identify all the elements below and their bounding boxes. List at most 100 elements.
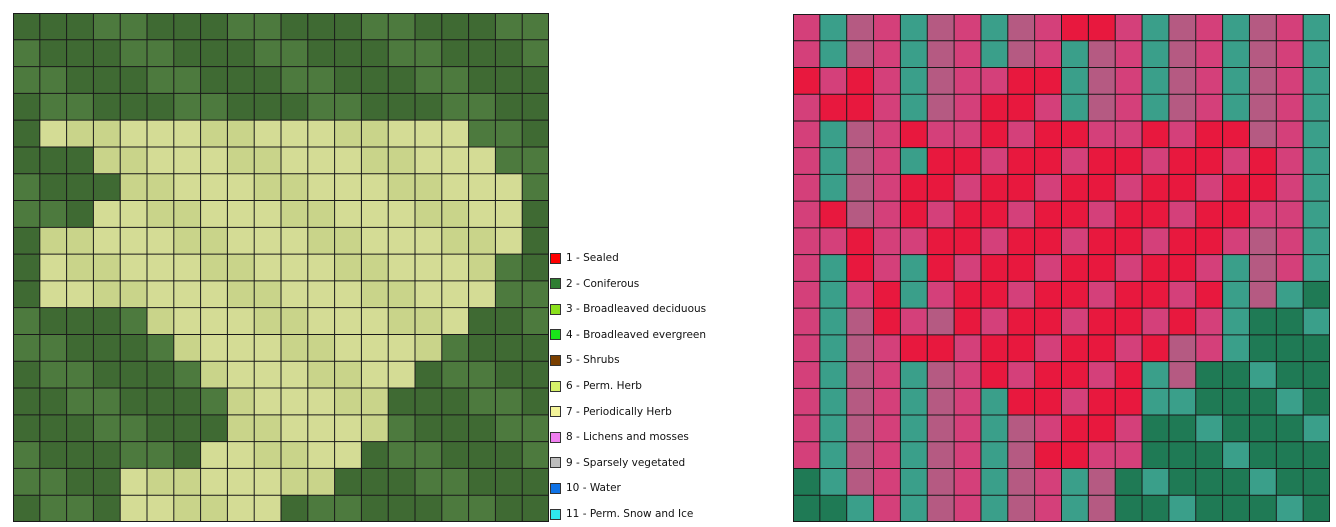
- grid-cell[interactable]: [13, 441, 40, 469]
- grid-cell[interactable]: [39, 334, 67, 362]
- grid-cell[interactable]: [39, 13, 67, 40]
- grid-cell[interactable]: [522, 66, 549, 94]
- grid-cell[interactable]: [361, 200, 389, 228]
- grid-cell[interactable]: [1222, 361, 1250, 389]
- grid-cell[interactable]: [846, 441, 874, 469]
- grid-cell[interactable]: [954, 120, 982, 148]
- grid-cell[interactable]: [819, 495, 847, 522]
- grid-cell[interactable]: [819, 388, 847, 416]
- grid-cell[interactable]: [334, 13, 362, 40]
- grid-cell[interactable]: [1115, 254, 1143, 282]
- grid-cell[interactable]: [495, 39, 523, 67]
- grid-cell[interactable]: [254, 495, 282, 522]
- grid-cell[interactable]: [415, 39, 442, 67]
- grid-cell[interactable]: [334, 146, 362, 174]
- grid-cell[interactable]: [1276, 388, 1304, 416]
- grid-cell[interactable]: [1276, 361, 1304, 389]
- grid-cell[interactable]: [954, 174, 982, 202]
- grid-cell[interactable]: [39, 200, 67, 228]
- grid-cell[interactable]: [13, 307, 40, 335]
- grid-cell[interactable]: [1088, 227, 1116, 255]
- grid-cell[interactable]: [1222, 441, 1250, 469]
- grid-cell[interactable]: [1222, 281, 1250, 309]
- grid-cell[interactable]: [66, 66, 94, 94]
- grid-cell[interactable]: [200, 441, 228, 469]
- grid-cell[interactable]: [819, 441, 847, 469]
- grid-cell[interactable]: [415, 414, 442, 442]
- grid-cell[interactable]: [388, 254, 416, 282]
- grid-cell[interactable]: [1303, 308, 1330, 336]
- grid-cell[interactable]: [793, 201, 820, 229]
- grid-cell[interactable]: [66, 146, 94, 174]
- grid-cell[interactable]: [1222, 174, 1250, 202]
- grid-cell[interactable]: [1142, 67, 1170, 95]
- grid-cell[interactable]: [93, 388, 121, 416]
- grid-cell[interactable]: [1195, 361, 1223, 389]
- grid-cell[interactable]: [954, 415, 982, 443]
- grid-cell[interactable]: [954, 281, 982, 309]
- grid-cell[interactable]: [281, 66, 308, 94]
- grid-cell[interactable]: [927, 227, 955, 255]
- grid-cell[interactable]: [1195, 281, 1223, 309]
- grid-cell[interactable]: [927, 174, 955, 202]
- grid-cell[interactable]: [93, 414, 121, 442]
- grid-cell[interactable]: [980, 120, 1008, 148]
- grid-cell[interactable]: [873, 201, 901, 229]
- grid-cell[interactable]: [1222, 495, 1250, 522]
- grid-cell[interactable]: [307, 280, 335, 308]
- grid-cell[interactable]: [13, 200, 40, 228]
- grid-cell[interactable]: [441, 146, 469, 174]
- grid-cell[interactable]: [900, 441, 928, 469]
- grid-cell[interactable]: [200, 334, 228, 362]
- grid-cell[interactable]: [900, 120, 928, 148]
- grid-cell[interactable]: [13, 334, 40, 362]
- grid-cell[interactable]: [522, 227, 549, 255]
- grid-cell[interactable]: [441, 227, 469, 255]
- grid-cell[interactable]: [468, 388, 496, 416]
- grid-cell[interactable]: [1195, 147, 1223, 175]
- grid-cell[interactable]: [954, 495, 982, 522]
- grid-cell[interactable]: [954, 201, 982, 229]
- grid-cell[interactable]: [1115, 147, 1143, 175]
- grid-cell[interactable]: [361, 361, 389, 389]
- grid-cell[interactable]: [39, 39, 67, 67]
- grid-cell[interactable]: [120, 39, 148, 67]
- grid-cell[interactable]: [1061, 415, 1089, 443]
- grid-cell[interactable]: [1276, 147, 1304, 175]
- grid-cell[interactable]: [1007, 468, 1035, 496]
- grid-cell[interactable]: [1168, 468, 1196, 496]
- grid-cell[interactable]: [227, 495, 255, 522]
- grid-cell[interactable]: [873, 174, 901, 202]
- grid-cell[interactable]: [1276, 227, 1304, 255]
- grid-cell[interactable]: [846, 201, 874, 229]
- grid-cell[interactable]: [1088, 120, 1116, 148]
- grid-cell[interactable]: [954, 468, 982, 496]
- grid-cell[interactable]: [173, 414, 201, 442]
- grid-cell[interactable]: [1061, 174, 1089, 202]
- grid-cell[interactable]: [388, 13, 416, 40]
- grid-cell[interactable]: [495, 361, 523, 389]
- grid-cell[interactable]: [307, 120, 335, 148]
- grid-cell[interactable]: [1249, 415, 1277, 443]
- grid-cell[interactable]: [1222, 227, 1250, 255]
- grid-cell[interactable]: [200, 468, 228, 496]
- grid-cell[interactable]: [846, 147, 874, 175]
- grid-cell[interactable]: [415, 388, 442, 416]
- grid-cell[interactable]: [1222, 308, 1250, 336]
- grid-cell[interactable]: [120, 120, 148, 148]
- grid-cell[interactable]: [254, 254, 282, 282]
- grid-cell[interactable]: [900, 14, 928, 41]
- grid-cell[interactable]: [1276, 94, 1304, 122]
- grid-cell[interactable]: [1142, 334, 1170, 362]
- grid-cell[interactable]: [819, 120, 847, 148]
- grid-cell[interactable]: [927, 147, 955, 175]
- grid-cell[interactable]: [468, 307, 496, 335]
- grid-cell[interactable]: [927, 281, 955, 309]
- grid-cell[interactable]: [93, 200, 121, 228]
- grid-cell[interactable]: [334, 468, 362, 496]
- grid-cell[interactable]: [66, 39, 94, 67]
- grid-cell[interactable]: [254, 173, 282, 201]
- grid-cell[interactable]: [173, 66, 201, 94]
- grid-cell[interactable]: [388, 468, 416, 496]
- grid-cell[interactable]: [1115, 14, 1143, 41]
